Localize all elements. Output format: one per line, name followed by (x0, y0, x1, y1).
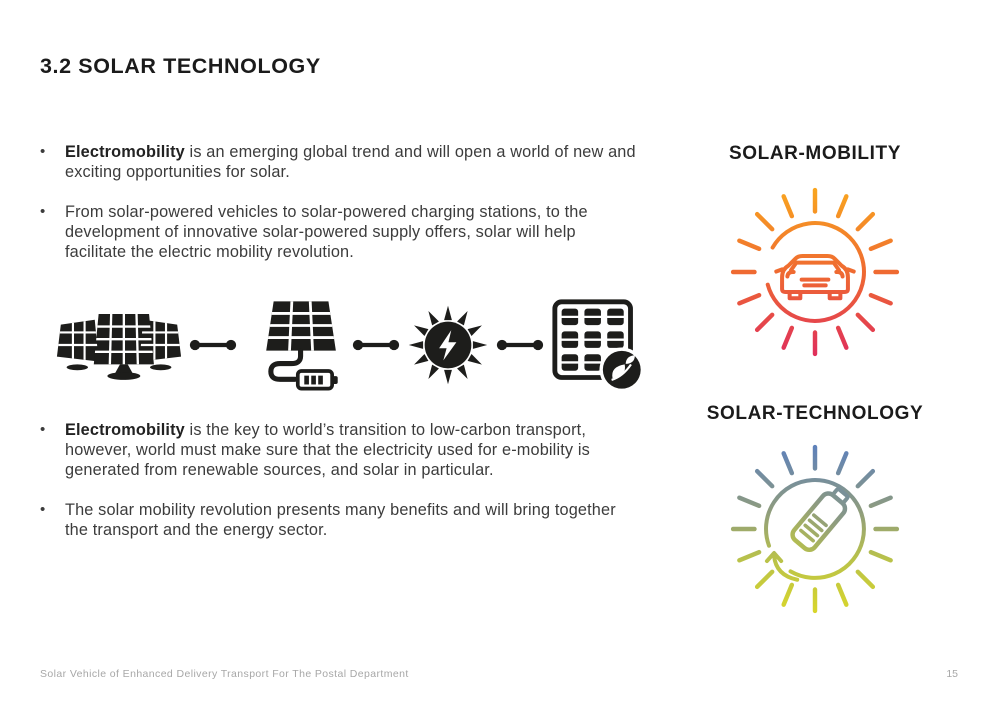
bullet-text: The solar mobility revolution presents m… (65, 500, 640, 540)
solar-panel-eco-icon (552, 298, 645, 392)
sun-battery-icon (730, 444, 900, 614)
bullet-text: From solar-powered vehicles to solar-pow… (65, 202, 640, 262)
bullet-list-bottom: • Electromobility is the key to world’s … (40, 420, 640, 560)
bullet-marker: • (40, 143, 46, 160)
footer-text: Solar Vehicle of Enhanced Delivery Trans… (40, 668, 409, 680)
bullet-marker: • (40, 501, 46, 518)
bullet-text: Electromobility is an emerging global tr… (65, 142, 640, 182)
bullet-text: Electromobility is the key to world’s tr… (65, 420, 640, 480)
page-number: 15 (946, 668, 958, 680)
connector-icon (189, 339, 236, 351)
renew-arrow (764, 551, 800, 582)
leaf-icon (611, 354, 635, 381)
bullet-marker: • (40, 203, 46, 220)
solar-technology-title: SOLAR-TECHNOLOGY (706, 403, 924, 424)
connector-icon (496, 339, 544, 351)
sun-car-icon (730, 187, 900, 357)
list-item: • Electromobility is an emerging global … (40, 142, 640, 182)
bullet-rest-text: The solar mobility revolution presents m… (65, 501, 616, 539)
solar-farm-icon (56, 313, 182, 380)
page-title: 3.2 SOLAR TECHNOLOGY (40, 54, 321, 79)
bullet-bold-text: Electromobility (65, 421, 185, 439)
bullet-bold-text: Electromobility (65, 143, 185, 161)
bullet-list-top: • Electromobility is an emerging global … (40, 142, 640, 282)
bullet-rest-text: is the key to world’s transition to low-… (65, 421, 590, 479)
solar-process-diagram (55, 293, 647, 397)
bullet-rest-text: From solar-powered vehicles to solar-pow… (65, 203, 588, 261)
battery-outline (790, 487, 850, 553)
list-item: • Electromobility is the key to world’s … (40, 420, 640, 480)
bullet-marker: • (40, 421, 46, 438)
solar-panel-battery-charging-icon (265, 301, 338, 391)
connector-icon (353, 339, 400, 351)
sun-energy-icon (409, 305, 488, 385)
car-outline (774, 253, 856, 301)
list-item: • The solar mobility revolution presents… (40, 500, 640, 540)
bullet-rest-text: is an emerging global trend and will ope… (65, 143, 636, 181)
solar-mobility-title: SOLAR-MOBILITY (729, 143, 901, 164)
list-item: • From solar-powered vehicles to solar-p… (40, 202, 640, 262)
